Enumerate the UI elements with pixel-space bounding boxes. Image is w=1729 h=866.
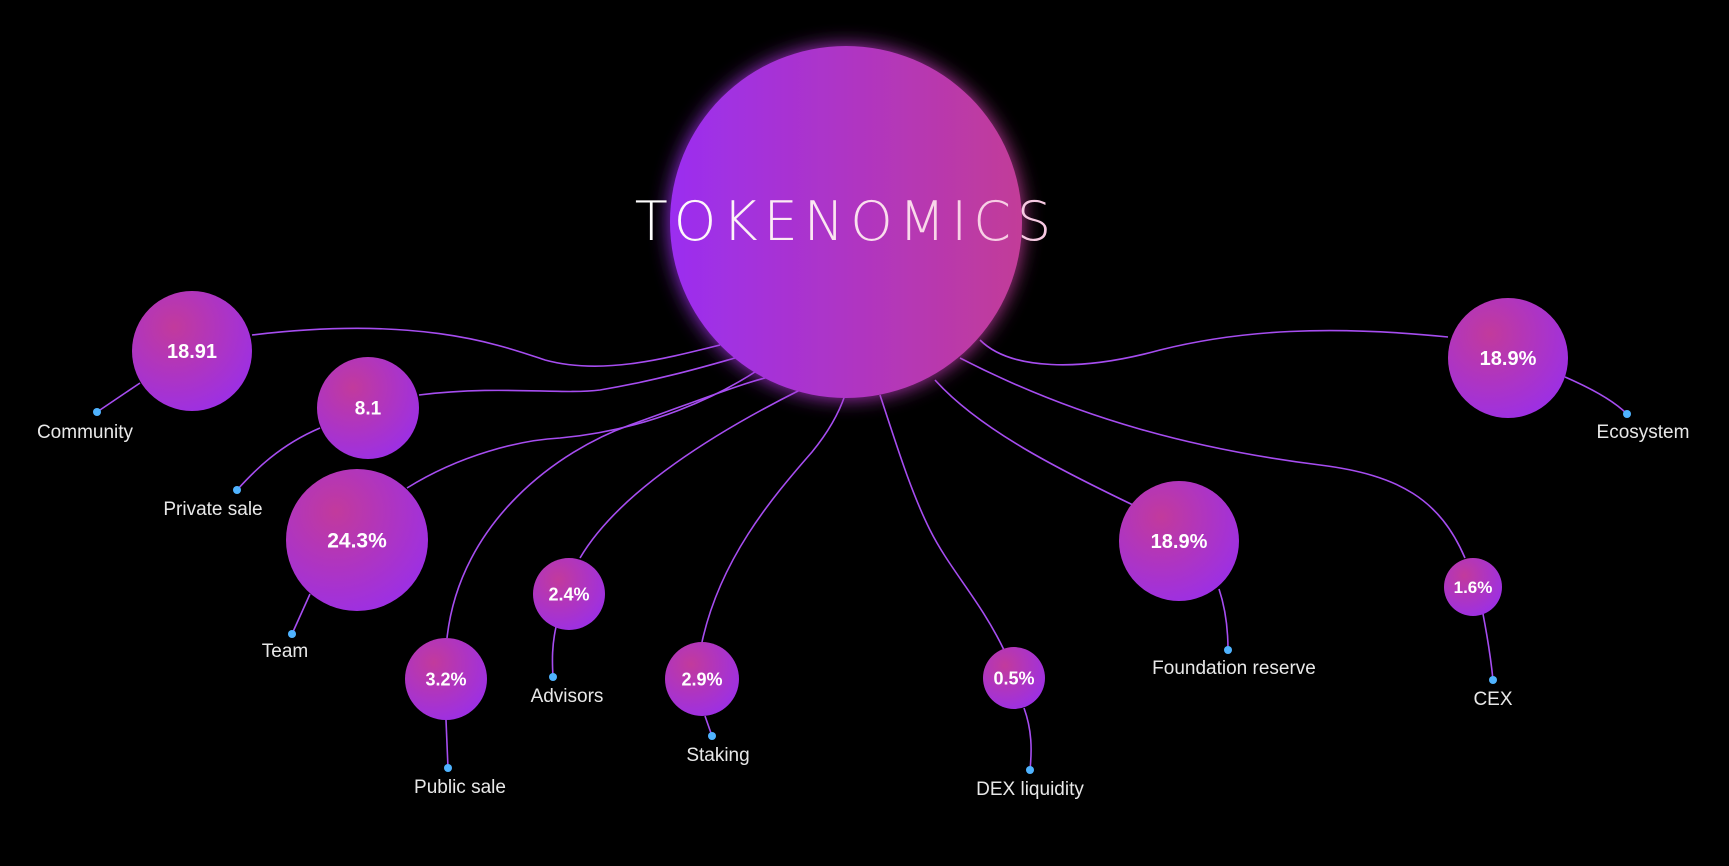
bubble-value-community: 18.91	[167, 341, 217, 363]
allocation-labels: Community Private sale Team Public sale Advi…	[37, 422, 1690, 800]
label-community: Community	[37, 422, 134, 443]
bubble-dex-liquidity	[983, 647, 1045, 709]
bubble-ecosystem	[1448, 298, 1568, 418]
connector-advisors	[579, 389, 801, 559]
label-team: Team	[262, 641, 308, 662]
bubble-advisors	[533, 558, 605, 630]
label-public-sale: Public sale	[414, 777, 506, 798]
leader-line-advisors	[551, 626, 557, 678]
label-ecosystem: Ecosystem	[1597, 422, 1690, 443]
connector-dex-liquidity	[879, 394, 1005, 651]
leader-line-dex-liquidity	[1023, 707, 1032, 771]
leader-line-team	[291, 593, 311, 635]
connector-private-sale	[418, 357, 736, 396]
bubble-community	[132, 291, 252, 411]
label-advisors: Advisors	[531, 686, 604, 707]
bubble-team	[286, 469, 428, 611]
bubble-cex	[1444, 558, 1502, 616]
leader-line-community	[96, 382, 141, 413]
label-dot-foundation-reserve	[1224, 646, 1232, 654]
connector-ecosystem	[979, 329, 1449, 366]
bubble-value-team: 24.3%	[327, 529, 387, 552]
label-dot-dex-liquidity	[1026, 766, 1034, 774]
leader-line-public-sale	[445, 719, 449, 769]
center-hub	[670, 46, 1022, 398]
label-staking: Staking	[686, 745, 749, 766]
label-dot-private-sale	[233, 486, 241, 494]
connector-community	[251, 327, 721, 368]
label-dot-team	[288, 630, 296, 638]
label-private-sale: Private sale	[163, 499, 262, 520]
label-dot-community	[93, 408, 101, 416]
label-dot-ecosystem	[1623, 410, 1631, 418]
diagram-title: TOKENOMICS	[635, 190, 1057, 253]
label-foundation-reserve: Foundation reserve	[1152, 658, 1316, 679]
connector-lines	[93, 327, 1631, 774]
leader-line-foundation-reserve	[1218, 588, 1229, 651]
allocation-bubbles: 18.91 8.1 24.3% 3.2% 2.4% 2.9% 0.5% 18.9% 1.6% 18…	[132, 291, 1568, 720]
bubble-value-staking: 2.9%	[681, 669, 722, 689]
label-dot-advisors	[549, 673, 557, 681]
bubble-value-cex: 1.6%	[1454, 578, 1493, 597]
label-dot-public-sale	[444, 764, 452, 772]
label-dex-liquidity: DEX liquidity	[976, 779, 1084, 800]
label-dot-cex	[1489, 676, 1497, 684]
bubble-value-advisors: 2.4%	[548, 584, 589, 604]
leader-line-ecosystem	[1564, 376, 1628, 415]
bubble-foundation-reserve	[1119, 481, 1239, 601]
bubble-value-ecosystem: 18.9%	[1480, 348, 1537, 370]
connector-foundation-reserve	[934, 379, 1134, 506]
leader-line-private-sale	[236, 427, 321, 491]
connector-public-sale	[446, 374, 779, 639]
bubble-value-private-sale: 8.1	[355, 399, 382, 420]
leader-line-cex	[1482, 613, 1494, 681]
label-dot-staking	[708, 732, 716, 740]
connector-team	[406, 369, 759, 489]
bubble-value-foundation-reserve: 18.9%	[1151, 531, 1208, 553]
connector-staking	[701, 394, 846, 643]
bubble-value-public-sale: 3.2%	[425, 669, 466, 689]
bubble-public-sale	[405, 638, 487, 720]
label-cex: CEX	[1473, 689, 1512, 710]
bubble-value-dex-liquidity: 0.5%	[993, 668, 1034, 688]
connector-cex	[959, 357, 1466, 559]
bubble-staking	[665, 642, 739, 716]
bubble-private-sale	[317, 357, 419, 459]
